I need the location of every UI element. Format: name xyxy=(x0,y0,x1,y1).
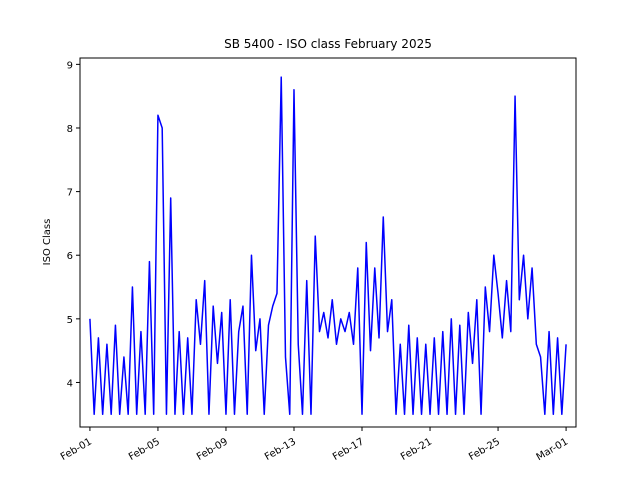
plot-area xyxy=(89,76,567,416)
y-tick-label: 7 xyxy=(67,188,73,199)
y-tick-label: 6 xyxy=(67,251,73,262)
plot-frame xyxy=(79,57,577,428)
y-tick-label: 5 xyxy=(67,315,73,326)
y-tick-label: 8 xyxy=(67,124,73,135)
y-axis-label: ISO Class xyxy=(42,219,53,266)
chart-title: SB 5400 - ISO class February 2025 xyxy=(224,37,432,51)
y-axis: 4 5 6 7 8 9 xyxy=(67,60,80,389)
y-tick-label: 4 xyxy=(67,378,73,389)
y-tick-label: 9 xyxy=(67,60,73,71)
series-line-0 xyxy=(89,76,567,416)
